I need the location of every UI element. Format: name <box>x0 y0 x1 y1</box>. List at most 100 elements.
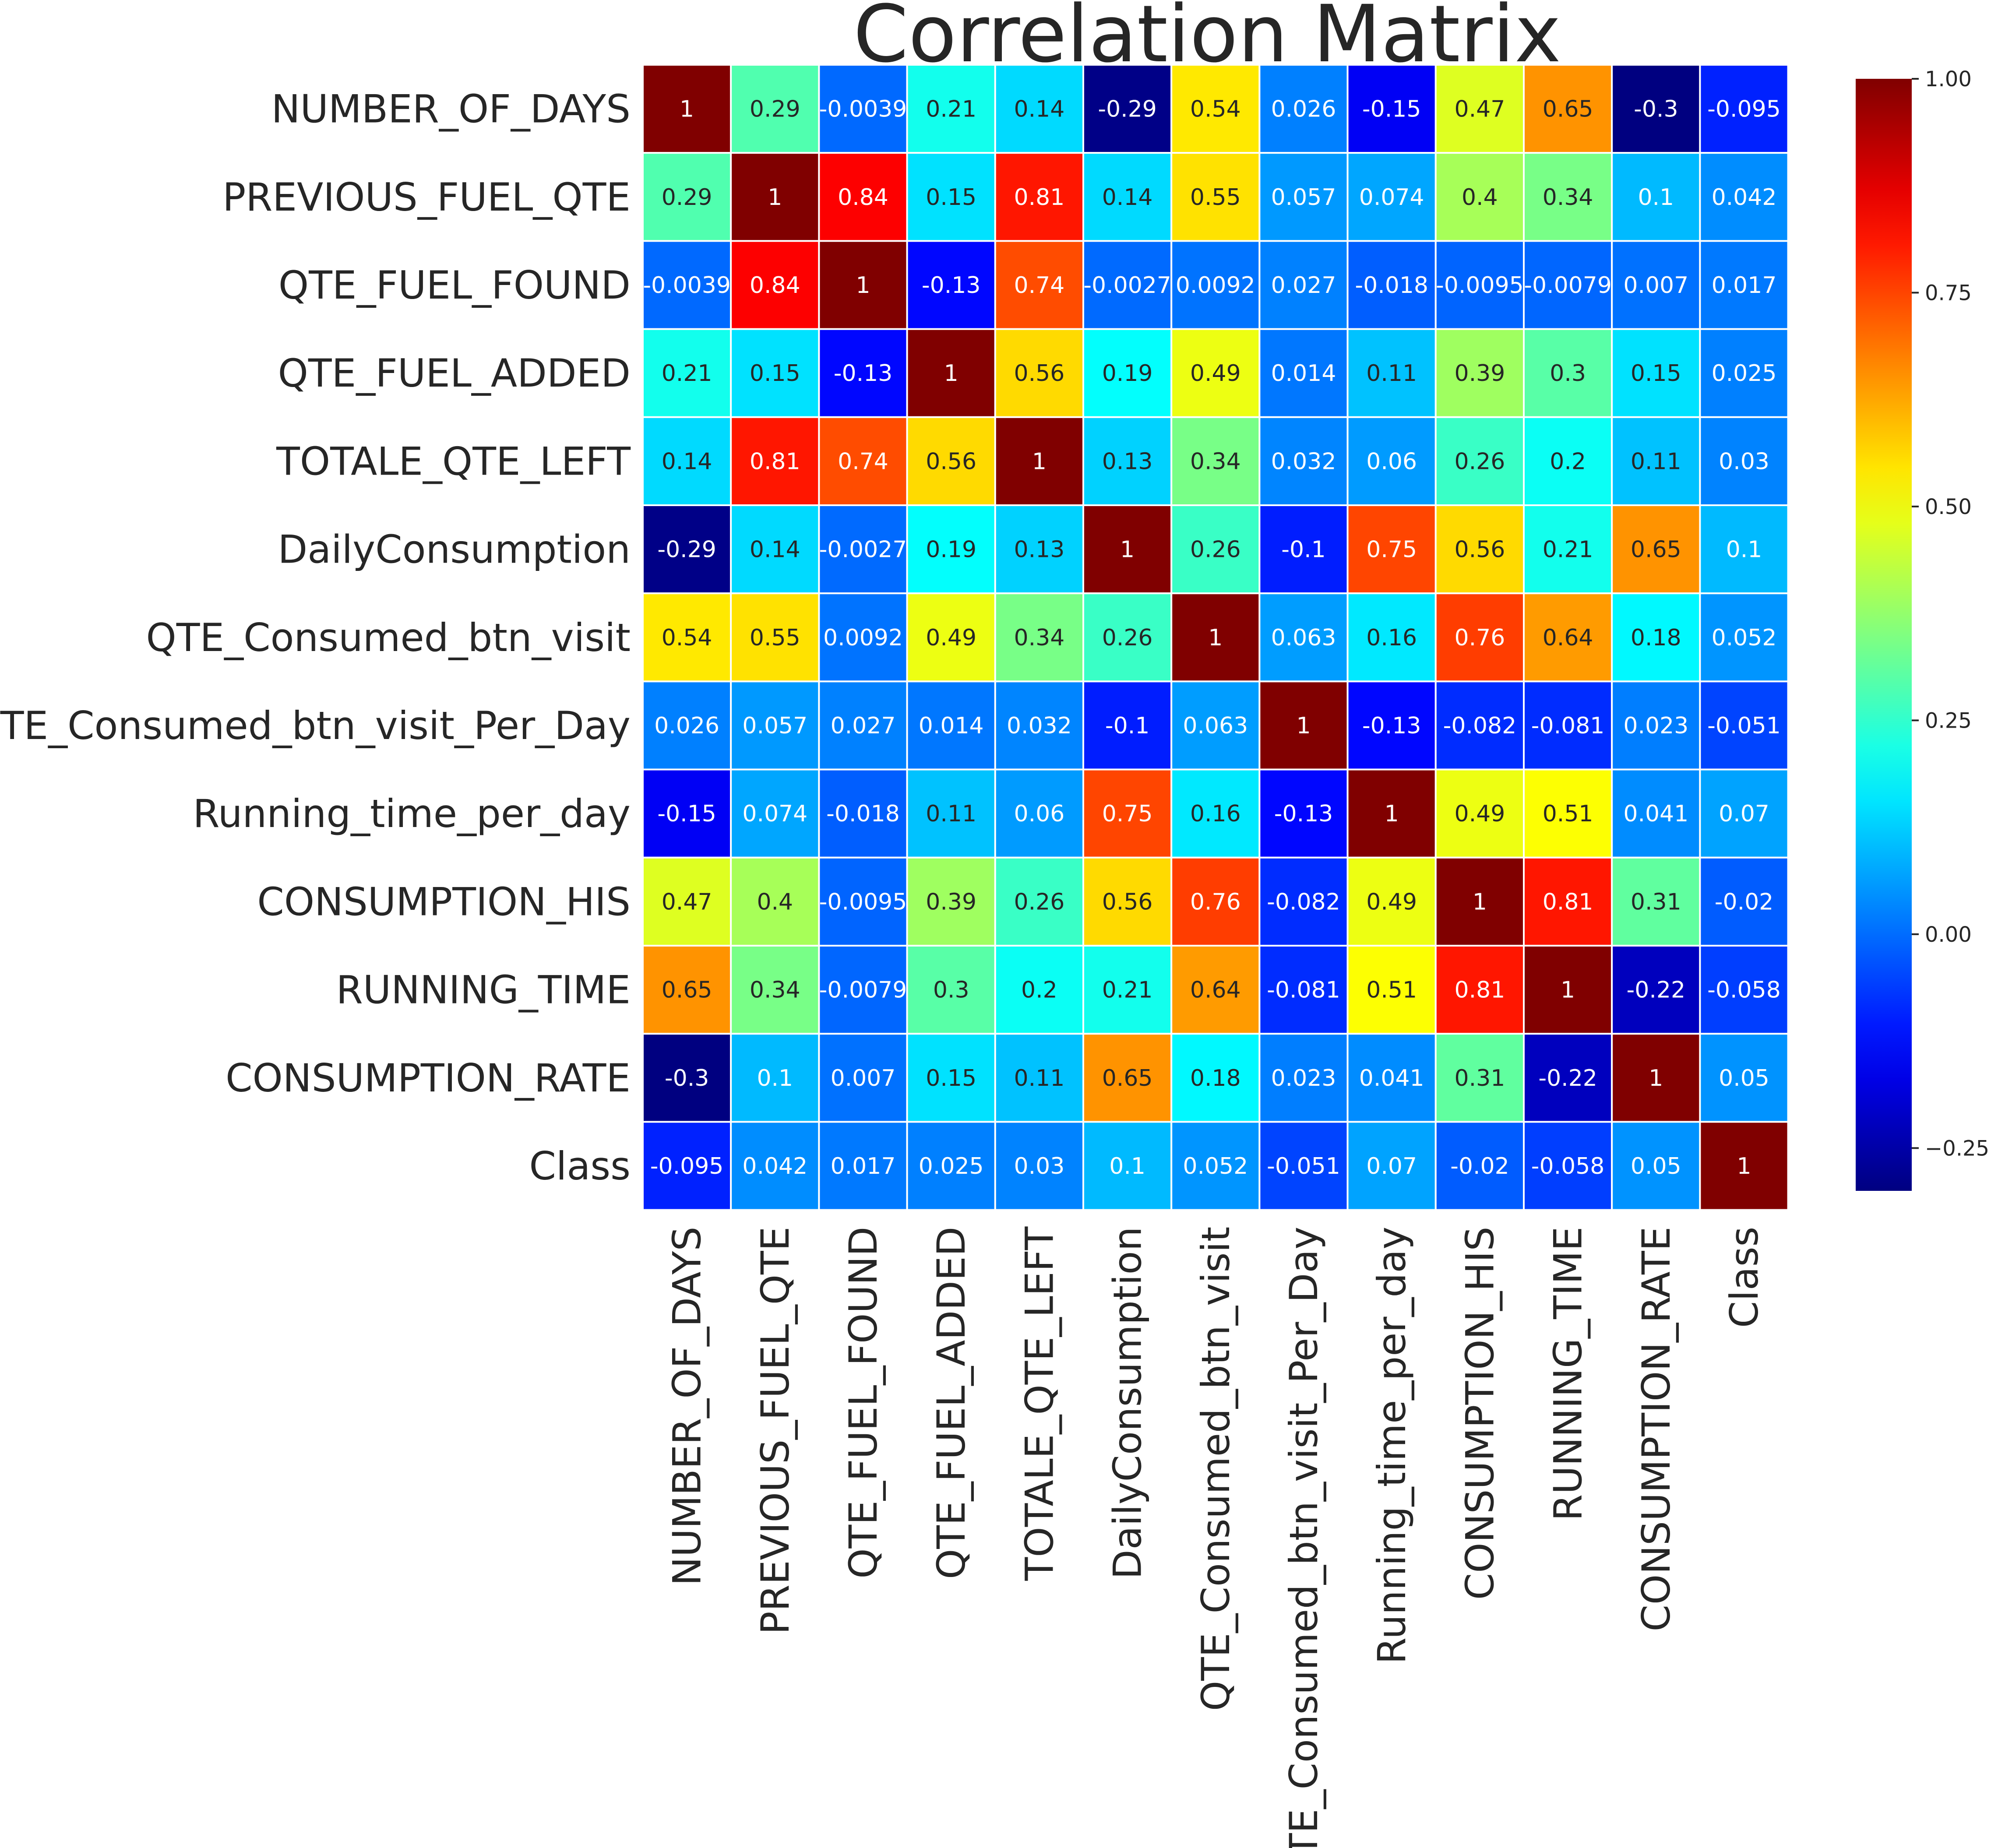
cell-value-label-8-10: 0.51 <box>1543 801 1593 827</box>
heatmap-cell-1-2 <box>818 152 908 242</box>
cell-value-label-6-3: 0.49 <box>926 625 976 651</box>
heatmap-cell-1-5 <box>1082 152 1173 242</box>
heatmap-cell-8-12 <box>1699 768 1789 859</box>
cell-value-label-9-1: 0.4 <box>757 889 793 915</box>
cell-value-label-9-11: 0.31 <box>1631 889 1681 915</box>
cell-value-label-2-7: 0.027 <box>1271 272 1336 299</box>
row-labels: NUMBER_OF_DAYS PREVIOUS_FUEL_QTE QTE_FUEL_… <box>0 87 631 1189</box>
cell-value-label-7-7: 1 <box>1296 713 1311 739</box>
cell-value-label-10-10: 1 <box>1561 977 1575 1003</box>
cell-value-label-12-6: 0.052 <box>1183 1153 1248 1179</box>
heatmap-cell-10-1 <box>730 945 820 1035</box>
cell-value-label-5-5: 1 <box>1120 537 1135 563</box>
cell-value-label-12-5: 0.1 <box>1109 1153 1145 1179</box>
cell-value-label-4-0: 0.14 <box>662 448 712 475</box>
heatmap-cell-12-10 <box>1523 1121 1613 1211</box>
cell-value-label-9-2: -0.0095 <box>819 889 907 915</box>
cell-value-label-6-5: 0.26 <box>1102 625 1153 651</box>
heatmap-cell-6-1 <box>730 592 820 683</box>
heatmap-cell-12-7 <box>1258 1121 1349 1211</box>
heatmap-cell-4-11 <box>1611 416 1701 506</box>
heatmap-cell-2-11 <box>1611 240 1701 330</box>
cell-value-label-1-6: 0.55 <box>1190 184 1241 211</box>
heatmap-cell-10-5 <box>1082 945 1173 1035</box>
cell-value-label-9-8: 0.49 <box>1366 889 1417 915</box>
row-label-1: PREVIOUS_FUEL_QTE <box>222 175 631 220</box>
heatmap-cell-3-12 <box>1699 328 1789 418</box>
heatmap-cell-6-10 <box>1523 592 1613 683</box>
heatmap-cell-7-4 <box>994 680 1085 771</box>
heatmap-cell-0-11 <box>1611 64 1701 154</box>
cell-value-label-1-0: 0.29 <box>662 184 712 211</box>
cell-value-label-1-5: 0.14 <box>1102 184 1153 211</box>
column-label-0: NUMBER_OF_DAYS <box>665 1227 710 1586</box>
cell-value-label-10-3: 0.3 <box>933 977 969 1003</box>
column-label-2: QTE_FUEL_FOUND <box>841 1227 886 1579</box>
cell-value-label-6-0: 0.54 <box>662 625 712 651</box>
cell-value-label-4-7: 0.032 <box>1271 448 1336 475</box>
cell-value-label-3-0: 0.21 <box>662 360 712 387</box>
heatmap-cell-1-11 <box>1611 152 1701 242</box>
cell-value-label-4-6: 0.34 <box>1190 448 1241 475</box>
cell-value-label-1-2: 0.84 <box>838 184 888 211</box>
cell-value-label-2-3: -0.13 <box>922 272 981 299</box>
cell-value-label-10-8: 0.51 <box>1366 977 1417 1003</box>
heatmap-cell-2-8 <box>1346 240 1437 330</box>
column-label-3: QTE_FUEL_ADDED <box>929 1227 974 1579</box>
cell-value-label-6-11: 0.18 <box>1631 625 1681 651</box>
heatmap-cell-0-7 <box>1258 64 1349 154</box>
cell-value-label-8-11: 0.041 <box>1623 801 1688 827</box>
row-label-11: CONSUMPTION_RATE <box>226 1056 631 1101</box>
cell-value-label-8-0: -0.15 <box>657 801 716 827</box>
heatmap-cell-11-2 <box>818 1033 908 1123</box>
heatmap-cell-4-3 <box>906 416 996 506</box>
heatmap-cell-8-11 <box>1611 768 1701 859</box>
cell-value-label-8-8: 1 <box>1385 801 1399 827</box>
heatmap-cell-12-12 <box>1699 1121 1789 1211</box>
cell-value-label-6-1: 0.55 <box>750 625 800 651</box>
cell-value-label-7-4: 0.032 <box>1007 713 1072 739</box>
cell-value-label-11-4: 0.11 <box>1014 1065 1065 1091</box>
cell-value-label-5-12: 0.1 <box>1726 537 1762 563</box>
heatmap-cell-5-7 <box>1258 504 1349 595</box>
cell-value-label-3-10: 0.3 <box>1550 360 1586 387</box>
cell-value-label-1-1: 1 <box>768 184 782 211</box>
cell-value-label-4-4: 1 <box>1032 448 1047 475</box>
cell-value-label-1-12: 0.042 <box>1712 184 1777 211</box>
heatmap-cell-1-4 <box>994 152 1085 242</box>
cell-value-label-2-6: 0.0092 <box>1176 272 1255 299</box>
heatmap-cell-3-3 <box>906 328 996 418</box>
colorbar-tick-label-2: 0.50 <box>1925 495 1972 519</box>
row-label-7: QTE_Consumed_btn_visit_Per_Day <box>0 703 631 748</box>
cell-value-label-1-10: 0.34 <box>1543 184 1593 211</box>
heatmap-cell-1-10 <box>1523 152 1613 242</box>
cell-value-label-11-5: 0.65 <box>1102 1065 1153 1091</box>
heatmap-cell-9-8 <box>1346 856 1437 947</box>
column-label-8: Running_time_per_day <box>1369 1227 1414 1664</box>
cell-value-label-1-7: 0.057 <box>1271 184 1336 211</box>
heatmap-cell-6-3 <box>906 592 996 683</box>
heatmap-cell-7-0 <box>642 680 732 771</box>
heatmap-cell-4-9 <box>1434 416 1525 506</box>
heatmap-cell-4-6 <box>1170 416 1261 506</box>
row-label-10: RUNNING_TIME <box>336 968 631 1013</box>
cell-value-label-10-1: 0.34 <box>750 977 800 1003</box>
heatmap-cell-0-9 <box>1434 64 1525 154</box>
cell-value-label-5-9: 0.56 <box>1455 537 1505 563</box>
cell-value-label-8-1: 0.074 <box>742 801 807 827</box>
cell-value-label-7-8: -0.13 <box>1362 713 1421 739</box>
heatmap-cell-10-11 <box>1611 945 1701 1035</box>
heatmap-cell-11-5 <box>1082 1033 1173 1123</box>
heatmap-cell-12-2 <box>818 1121 908 1211</box>
cell-value-label-0-0: 1 <box>680 96 694 123</box>
heatmap-cell-1-9 <box>1434 152 1525 242</box>
cell-value-label-7-9: -0.082 <box>1443 713 1517 739</box>
heatmap-cell-4-7 <box>1258 416 1349 506</box>
heatmap-cell-11-4 <box>994 1033 1085 1123</box>
cell-value-label-5-1: 0.14 <box>750 537 800 563</box>
cell-value-label-4-9: 0.26 <box>1455 448 1505 475</box>
cell-value-label-8-5: 0.75 <box>1102 801 1153 827</box>
heatmap-cell-12-6 <box>1170 1121 1261 1211</box>
cell-value-label-11-7: 0.023 <box>1271 1065 1336 1091</box>
heatmap-cell-6-8 <box>1346 592 1437 683</box>
